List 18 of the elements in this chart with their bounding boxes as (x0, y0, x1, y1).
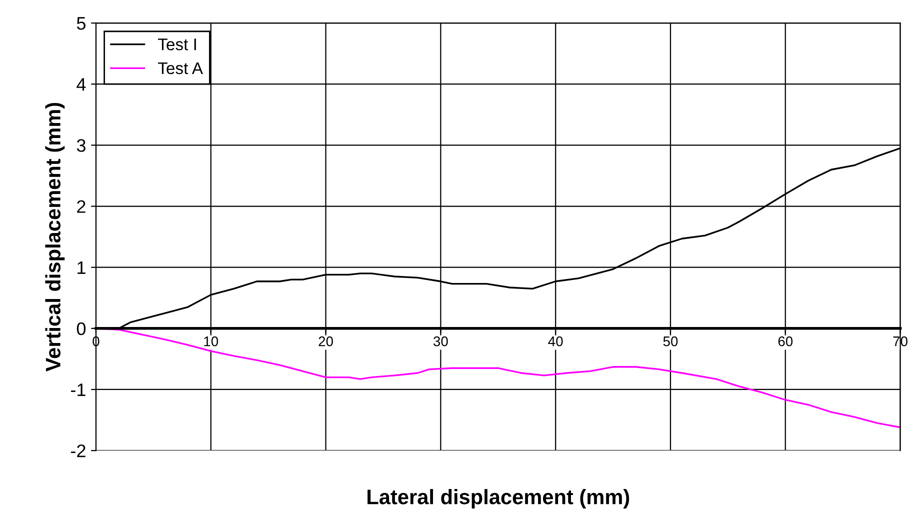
x-tick-label: 20 (318, 336, 333, 346)
x-tick-label: 10 (204, 336, 218, 346)
x-tick-label: 60 (778, 336, 793, 346)
y-axis-title: Vertical displacement (mm) (45, 102, 65, 372)
y-tick-label: 4 (76, 78, 86, 91)
x-tick-label: 50 (663, 336, 678, 346)
legend-label: Test A (158, 62, 203, 74)
x-tick-label: 40 (548, 336, 563, 346)
y-tick-label: 2 (77, 200, 86, 213)
y-tick-label: 0 (76, 322, 86, 336)
y-tick-label: -1 (70, 384, 86, 396)
y-tick-label: 1 (78, 261, 86, 274)
legend-label: Test I (158, 38, 196, 50)
y-tick-label: 3 (76, 139, 86, 152)
x-axis-title: Lateral displacement (mm) (368, 489, 630, 508)
y-tick-label: 5 (76, 17, 86, 30)
x-tick-label: 30 (433, 336, 448, 346)
y-tick-label: -2 (70, 444, 86, 458)
